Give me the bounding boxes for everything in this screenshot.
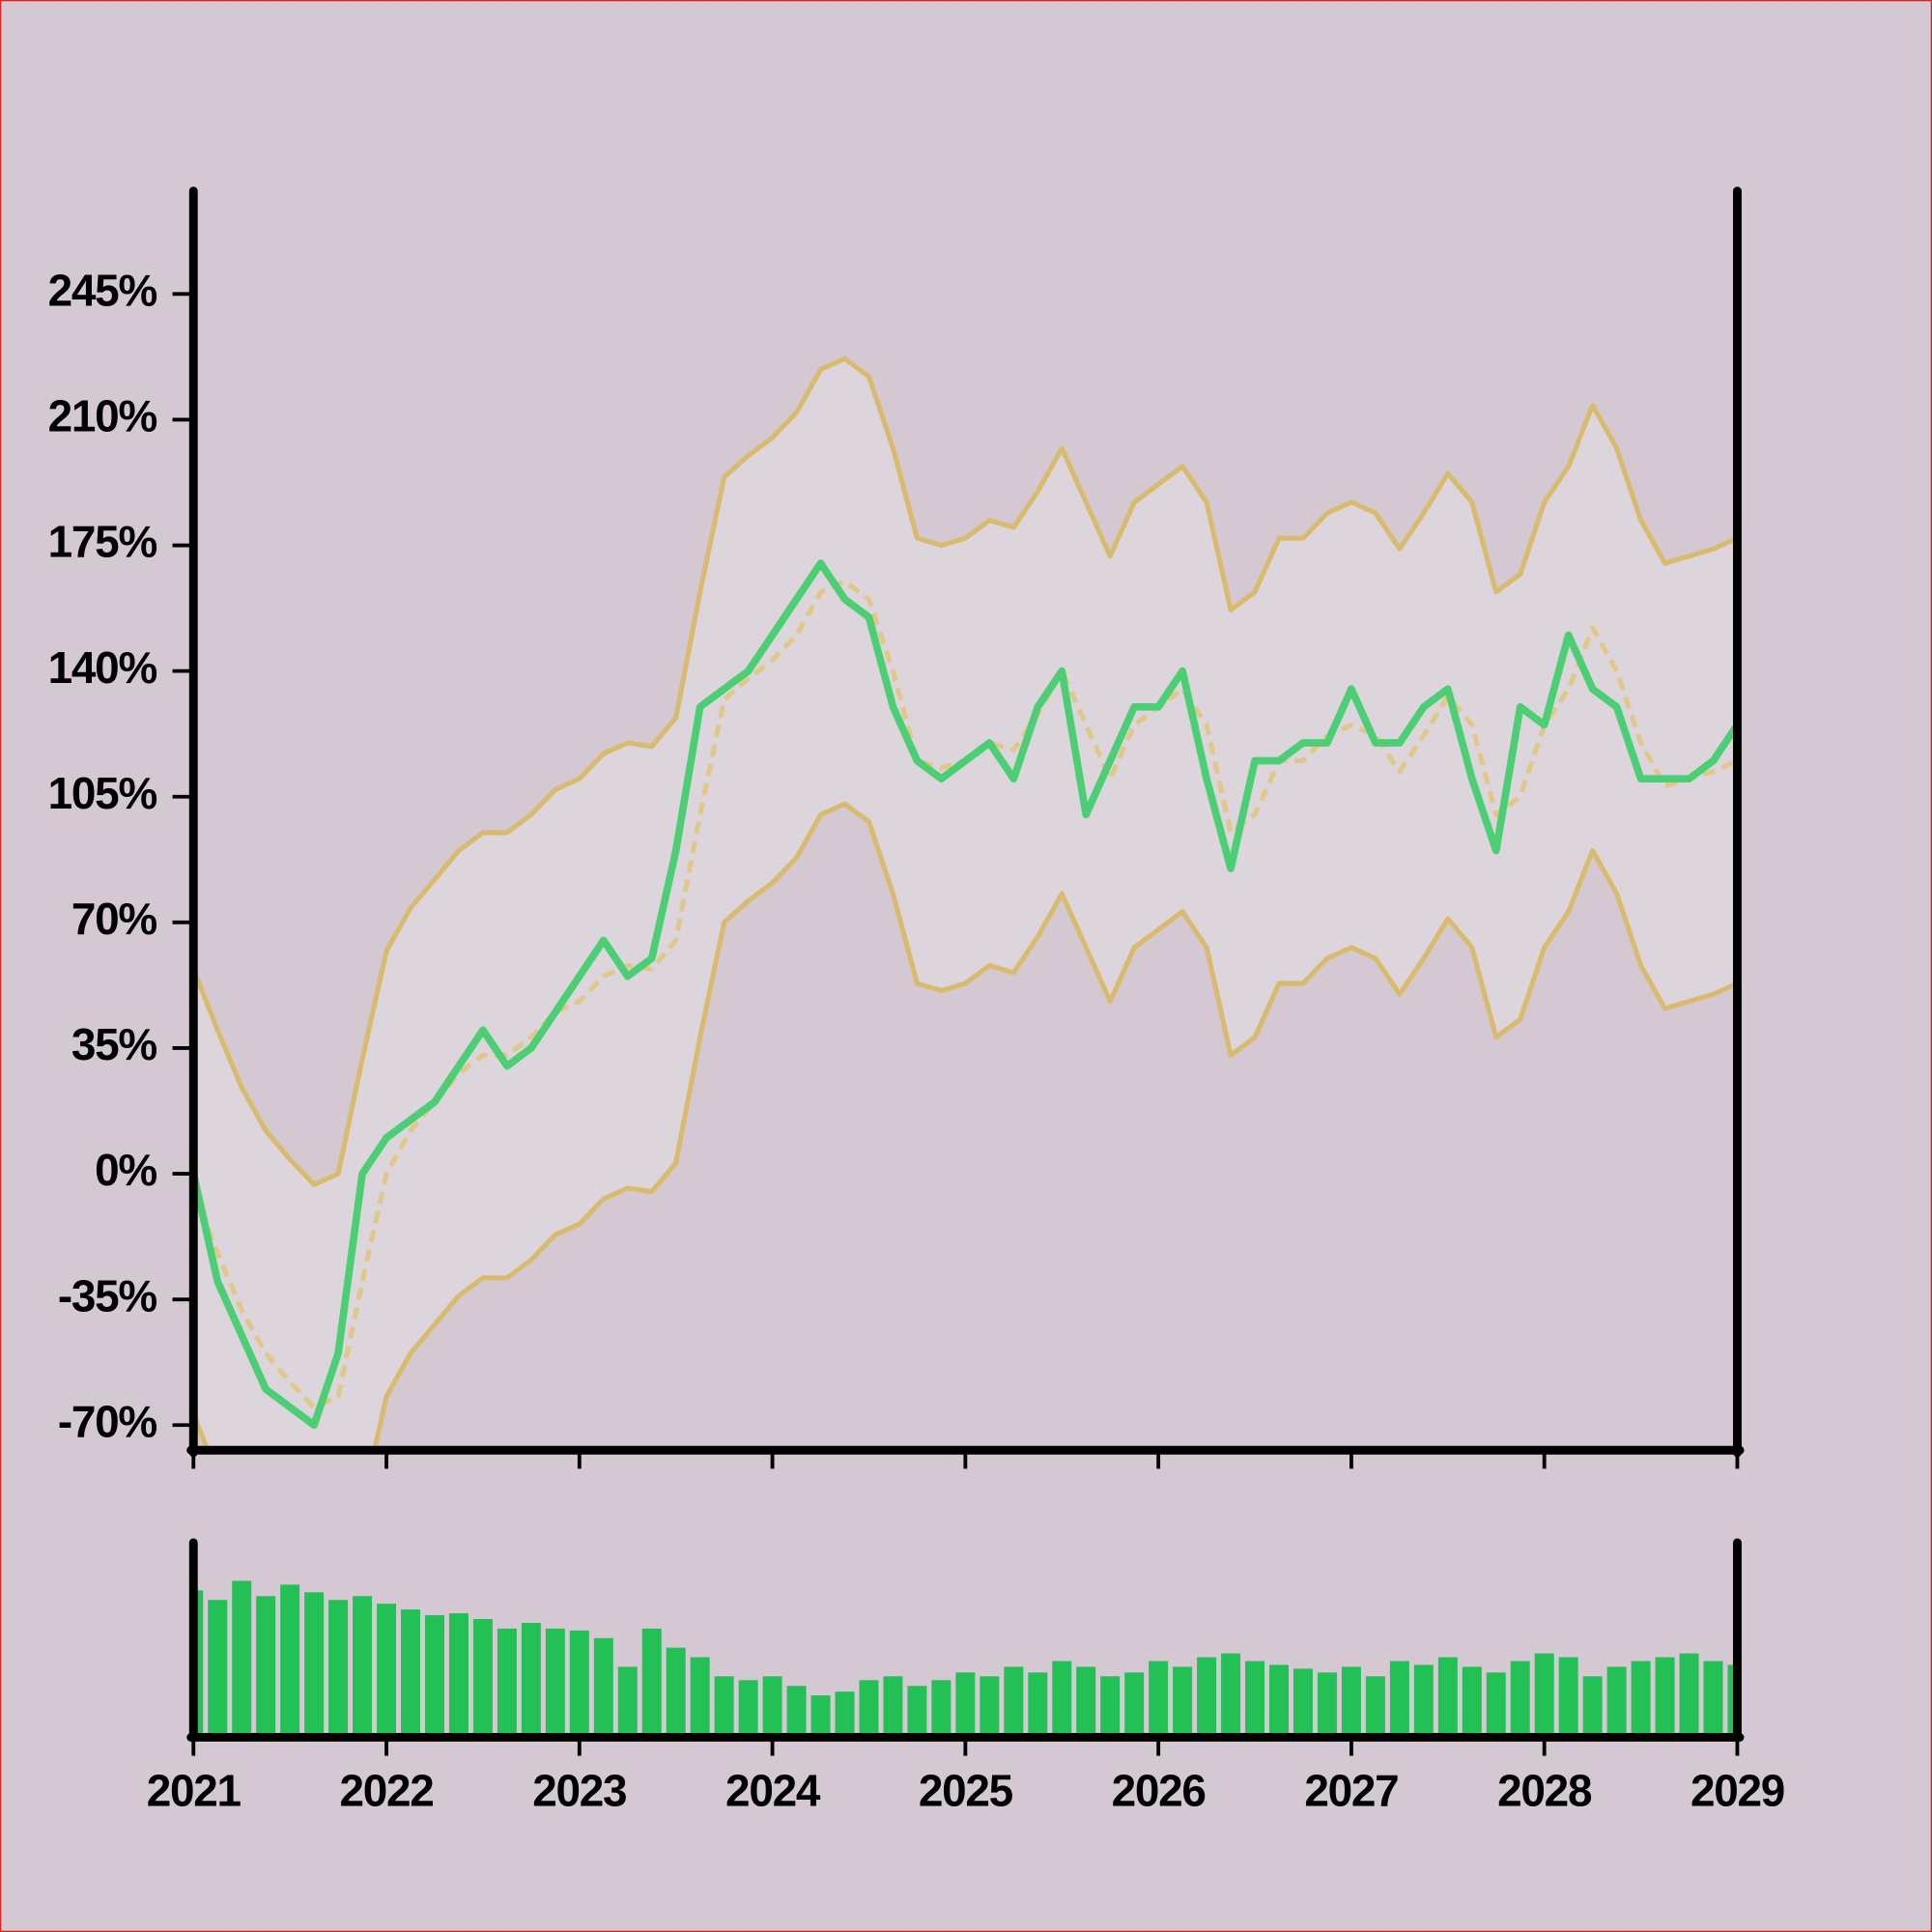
volume-bar [907,1686,927,1734]
volume-bar [1317,1672,1337,1734]
volume-bar [497,1628,517,1734]
volume-bar [738,1680,758,1734]
volume-bar [666,1647,686,1734]
volume-bar [786,1686,807,1734]
volume-bar [1655,1657,1675,1734]
x-tick-label: 2028 [1497,1765,1592,1815]
volume-bar [280,1584,300,1734]
volume-bar [1173,1666,1193,1734]
volume-bar [521,1622,541,1734]
volume-bar [1028,1672,1048,1734]
volume-bar [1052,1661,1072,1734]
volume-bar [835,1691,855,1734]
volume-bar [401,1609,420,1734]
y-tick-label: 105% [48,768,157,818]
y-tick-label: -35% [58,1270,157,1321]
volume-bar [1245,1661,1265,1734]
volume-bar [1004,1666,1024,1734]
volume-bar [980,1676,1000,1734]
volume-bar [1149,1661,1169,1734]
volume-bar [810,1695,831,1734]
volume-bar [472,1619,493,1734]
volume-bar [1413,1664,1434,1734]
volume-bar [377,1604,397,1734]
y-tick-label: 175% [48,517,157,567]
volume-bar [859,1680,879,1734]
volume-bar [1389,1661,1409,1734]
x-tick-label: 2027 [1304,1765,1398,1815]
volume-bar [1100,1676,1121,1734]
volume-bar [762,1676,782,1734]
y-tick-label: 210% [48,391,157,441]
volume-bar [424,1615,444,1734]
volume-bar [1606,1666,1627,1734]
volume-bar [1679,1653,1699,1734]
volume-bar [569,1630,589,1734]
volume-area [197,1580,1734,1734]
volume-bar [1269,1664,1289,1734]
volume-bar [593,1637,613,1734]
volume-bar [1534,1653,1554,1734]
volume-bar [1437,1657,1458,1734]
volume-bar [232,1580,252,1734]
volume-bar [1462,1666,1482,1734]
volume-bar [304,1592,325,1734]
volume-bar [883,1676,903,1734]
x-tick-label: 2022 [340,1765,434,1815]
volume-bar [1197,1657,1217,1734]
volume-bar [353,1596,373,1734]
plot-area [197,355,1735,1448]
volume-bar [1510,1661,1530,1734]
volume-bar [1076,1666,1096,1734]
volume-bar [1727,1664,1734,1734]
volume-bar [197,1590,204,1734]
volume-bar [448,1613,469,1734]
volume-bar [1631,1661,1651,1734]
band-fill [197,358,1735,1448]
y-tick-label: 0% [95,1145,156,1195]
volume-bar [1365,1676,1385,1734]
volume-bar [617,1666,638,1734]
x-tick-label: 2026 [1112,1765,1206,1815]
volume-bar [955,1672,976,1734]
x-tick-label: 2024 [725,1765,821,1815]
axes: -70% -35% 0% 35% 70% 105% 140% 175% 210% 245% 2021… [48,186,1785,1815]
volume-bar [328,1600,349,1734]
volume-bar [1558,1657,1578,1734]
volume-bar [714,1676,734,1734]
volume-bar [1486,1672,1506,1734]
volume-bar [1293,1668,1313,1734]
lower-band [197,801,1735,1448]
volume-bar [1582,1676,1603,1734]
volume-bar [545,1628,565,1734]
x-tick-label: 2025 [919,1765,1013,1815]
price-line [197,559,1735,1430]
volume-bar [1221,1653,1241,1734]
volume-bar [208,1600,228,1734]
upper-band [197,355,1735,1187]
x-tick-label: 2023 [532,1765,626,1815]
volume-bar [1703,1661,1723,1734]
y-tick-label: -70% [58,1396,157,1446]
volume-bar [1341,1666,1361,1734]
y-tick-label: 245% [48,265,157,315]
volume-bar [641,1628,662,1734]
volume-bar [256,1596,276,1734]
y-tick-label: 140% [48,642,157,693]
y-tick-label: 35% [71,1019,157,1069]
x-tick-label: 2021 [147,1765,242,1815]
y-tick-label: 70% [71,894,157,944]
volume-bar [931,1680,952,1734]
volume-bar [690,1657,710,1734]
volume-bar [1124,1672,1145,1734]
x-tick-label: 2029 [1690,1765,1784,1815]
